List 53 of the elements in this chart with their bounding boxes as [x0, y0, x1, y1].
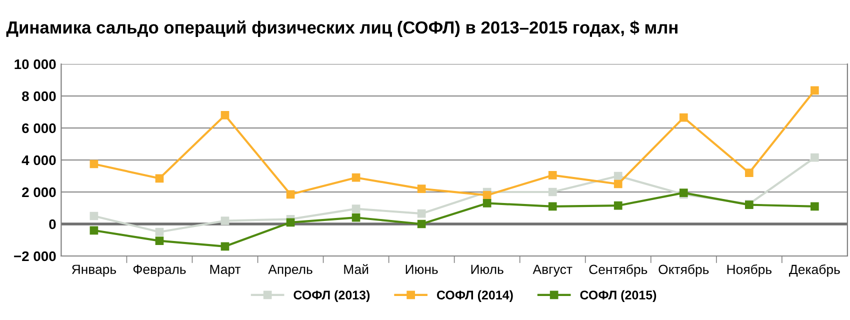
legend-label: СОФЛ (2014): [436, 290, 513, 302]
point: [614, 201, 622, 210]
x-tick-label: Декабрь: [789, 264, 840, 277]
point: [286, 190, 295, 199]
y-tick-label: 6 000: [22, 123, 56, 134]
point: [220, 216, 230, 225]
point: [90, 160, 98, 168]
y-tick-label: 2 000: [22, 187, 56, 198]
x-tick-label: Июль: [471, 264, 504, 274]
legend-label: СОФЛ (2013): [294, 290, 370, 302]
point: [679, 113, 688, 122]
point: [417, 220, 426, 228]
point: [220, 242, 230, 251]
y-tick-label: 8 000: [22, 91, 56, 102]
point: [90, 226, 98, 235]
y-tick-label: 4 000: [22, 155, 56, 166]
point: [90, 212, 98, 220]
point: [548, 171, 557, 180]
point: [614, 172, 622, 180]
x-tick-label: Октябрь: [658, 264, 709, 277]
point: [548, 202, 557, 211]
y-tick-label: −2 000: [14, 251, 56, 262]
x-tick-label: Август: [532, 264, 572, 277]
point: [417, 209, 426, 218]
legend-label: СОФЛ (2015): [580, 290, 656, 302]
point: [810, 153, 819, 162]
point: [417, 184, 426, 193]
point: [614, 180, 622, 188]
point: [155, 236, 164, 245]
y-tick-label: 0: [49, 219, 56, 230]
x-tick-label: Ноябрь: [727, 264, 772, 277]
point: [352, 213, 360, 222]
y-tick-label: 10 000: [14, 59, 56, 70]
point: [548, 188, 557, 196]
point: [220, 111, 230, 120]
point: [286, 218, 295, 227]
chart-title: Динамика сальдо операций физических лиц (СОФЛ) в 2013–2015 годах, $ млн: [6, 20, 678, 38]
x-tick-label: Май: [344, 264, 368, 274]
x-tick-label: Апрель: [268, 264, 312, 277]
x-tick-label: Январь: [72, 264, 116, 277]
x-tick-label: Сентябрь: [589, 264, 648, 277]
point: [155, 174, 164, 183]
x-tick-label: Март: [210, 264, 241, 277]
point: [352, 173, 360, 182]
point: [352, 204, 360, 213]
point: [482, 199, 492, 208]
point: [155, 228, 164, 236]
point: [810, 202, 819, 211]
point: [745, 168, 754, 177]
point: [482, 191, 492, 200]
x-tick-label: Июнь: [406, 264, 438, 274]
x-tick-label: Февраль: [133, 264, 186, 277]
point: [810, 86, 819, 95]
